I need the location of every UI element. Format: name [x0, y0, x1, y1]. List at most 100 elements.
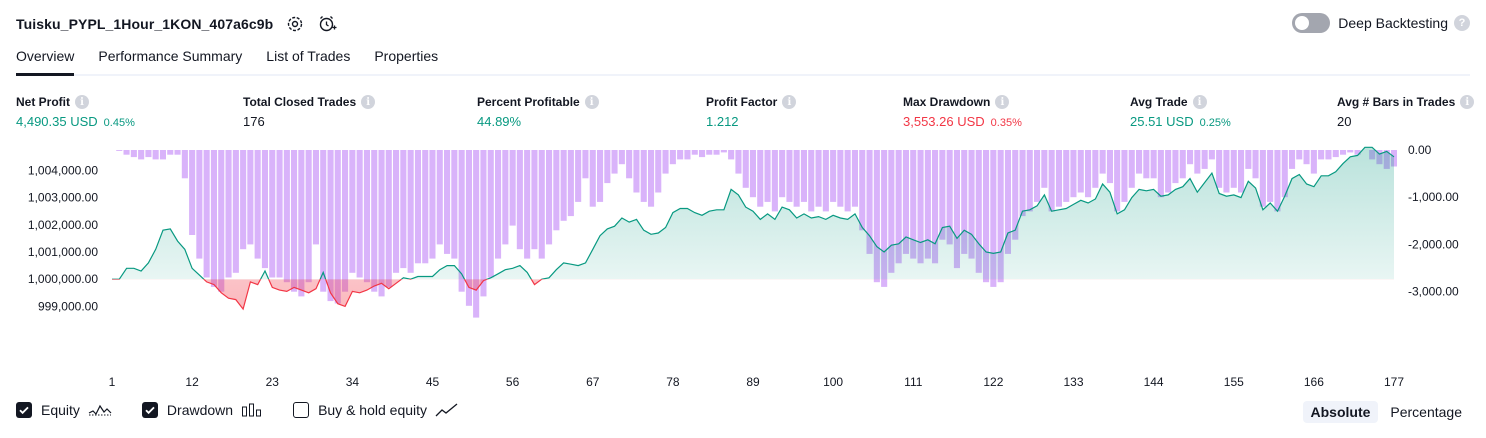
right-axis-tick-label: -1,000.00 [1408, 190, 1459, 204]
info-icon[interactable]: i [1192, 95, 1207, 109]
legend-equity[interactable]: Equity [16, 402, 112, 418]
drawdown-bar [742, 150, 749, 188]
equity-line-below [112, 279, 545, 311]
drawdown-bar [371, 150, 378, 292]
drawdown-bar [800, 150, 807, 202]
info-icon[interactable]: i [1460, 95, 1475, 109]
drawdown-bar [495, 150, 502, 259]
drawdown-bar [1303, 150, 1310, 165]
info-icon[interactable]: i [995, 95, 1010, 109]
metric-label: Avg Trade [1130, 95, 1188, 109]
drawdown-bar [881, 150, 888, 287]
drawdown-bar [1296, 150, 1303, 160]
tab-list-of-trades[interactable]: List of Trades [266, 48, 351, 64]
metric-label: Percent Profitable [477, 95, 580, 109]
drawdown-bar [932, 150, 939, 264]
info-icon[interactable]: i [782, 95, 797, 109]
tab-performance-summary[interactable]: Performance Summary [98, 48, 243, 64]
left-axis-tick-label: 1,003,000.00 [28, 191, 98, 205]
drawdown-bar [640, 150, 647, 202]
drawdown-bar [349, 150, 356, 273]
metric-value: 176 [243, 114, 265, 129]
drawdown-bar [968, 150, 975, 259]
drawdown-bar [356, 150, 363, 278]
drawdown-bar [1070, 150, 1077, 198]
legend-drawdown[interactable]: Drawdown [141, 402, 263, 418]
drawdown-bar [342, 150, 349, 292]
drawdown-bar [575, 150, 582, 202]
drawdown-bar [524, 150, 531, 259]
view-mode-switch: Absolute Percentage [1299, 401, 1471, 423]
x-axis-tick-label: 1 [109, 375, 116, 389]
drawdown-checkbox[interactable] [141, 402, 158, 418]
drawdown-bar [1281, 150, 1288, 198]
drawdown-bar [210, 150, 217, 287]
drawdown-bar [939, 150, 946, 240]
metric-label: Total Closed Trades [243, 95, 357, 109]
x-axis-tick-label: 166 [1304, 375, 1324, 389]
drawdown-bar [1099, 150, 1106, 174]
x-axis-tick-label: 122 [983, 375, 1003, 389]
x-axis-tick-label: 100 [823, 375, 843, 389]
metric-value: 1.212 [706, 114, 739, 129]
equity-drawdown-chart[interactable]: 1,004,000.00 1,003,000.00 1,002,000.00 1,00… [0, 140, 1486, 398]
deep-backtesting-toggle[interactable] [1292, 13, 1331, 33]
drawdown-bar [1274, 150, 1281, 212]
drawdown-bar [1034, 150, 1041, 202]
drawdown-bar [393, 150, 400, 273]
x-axis-tick-label: 34 [346, 375, 360, 389]
equity-checkbox[interactable] [16, 402, 32, 418]
drawdown-bar [407, 150, 414, 273]
x-axis-tick-label: 177 [1384, 375, 1404, 389]
tab-properties[interactable]: Properties [374, 48, 439, 64]
x-axis-tick-label: 89 [746, 375, 760, 389]
drawdown-bar [655, 150, 662, 193]
drawdown-bar [138, 150, 145, 160]
chart-legend: Equity Drawdown Buy & hold equity [16, 402, 489, 418]
drawdown-bar [363, 150, 370, 283]
drawdown-bar [218, 150, 225, 292]
metric-value: 20 [1337, 114, 1352, 129]
drawdown-bar [1201, 150, 1208, 169]
drawdown-bar [764, 150, 771, 202]
drawdown-bar [684, 150, 691, 160]
drawdown-bar [298, 150, 305, 297]
drawdown-bar [961, 150, 968, 254]
drawdown-bar [232, 150, 239, 273]
drawdown-bar [786, 150, 793, 202]
x-axis-tick-label: 45 [426, 375, 440, 389]
legend-buy-hold[interactable]: Buy & hold equity [293, 402, 459, 418]
percentage-mode-button[interactable]: Percentage [1390, 404, 1462, 420]
drawdown-bar [749, 150, 756, 198]
x-axis-tick-label: 56 [506, 375, 520, 389]
metric-label: Net Profit [16, 95, 70, 109]
buy-hold-checkbox[interactable] [293, 402, 310, 418]
drawdown-bar [130, 150, 137, 158]
info-icon[interactable]: i [75, 95, 89, 109]
metric-avg-trade: Avg Trade i 25.51 USD 0.25% [1130, 94, 1231, 129]
metric-value: 3,553.26 USD [903, 114, 985, 129]
gear-icon[interactable] [285, 14, 305, 34]
buy-hold-line-icon [435, 403, 458, 417]
drawdown-bar [735, 150, 742, 174]
drawdown-bar [414, 150, 421, 264]
add-alarm-icon[interactable] [317, 14, 337, 34]
info-icon[interactable]: i [361, 95, 376, 109]
drawdown-bar [480, 150, 487, 297]
drawdown-bar [691, 150, 698, 155]
drawdown-bar [1354, 150, 1361, 155]
metric-label: Avg # Bars in Trades [1337, 95, 1456, 109]
drawdown-bar [567, 150, 574, 217]
info-icon[interactable]: i [584, 95, 599, 109]
drawdown-bar [269, 150, 276, 278]
drawdown-bar [429, 150, 436, 259]
metric-avg-bars: Avg # Bars in Trades i 20 [1337, 94, 1475, 129]
drawdown-bar [283, 150, 290, 283]
absolute-mode-button[interactable]: Absolute [1302, 401, 1379, 423]
drawdown-label: Drawdown [166, 402, 234, 418]
equity-area-above [119, 147, 1394, 280]
tab-overview[interactable]: Overview [16, 48, 75, 76]
help-icon[interactable]: ? [1454, 15, 1470, 31]
drawdown-bar [997, 150, 1004, 283]
drawdown-bar [538, 150, 545, 259]
